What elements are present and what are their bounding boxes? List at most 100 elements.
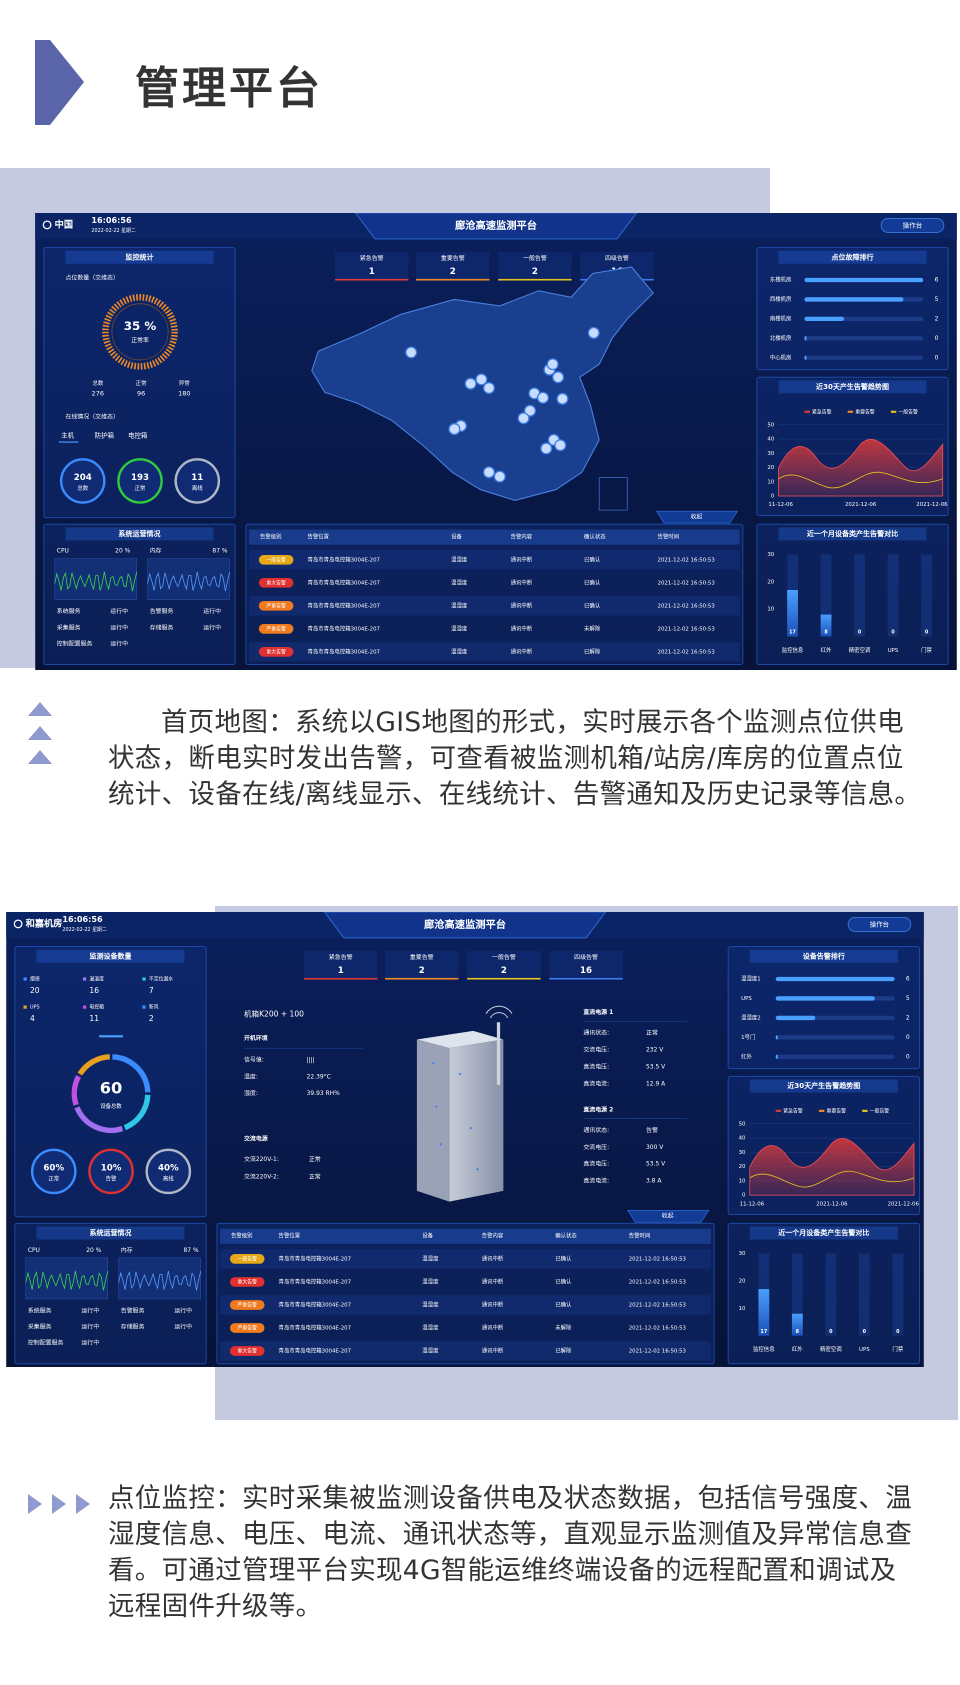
rank-track — [804, 355, 924, 360]
table-cell: 青岛市青岛电控箱3004E-207 — [307, 624, 379, 632]
signal-waves — [485, 1005, 513, 1019]
label: 存储服务 — [121, 1323, 145, 1331]
table-cell: 2021-12-02 16:50:53 — [658, 557, 715, 563]
stat-circle — [88, 1148, 134, 1195]
mini-chart-line — [25, 1270, 109, 1291]
mini-chart-bg — [147, 558, 230, 600]
label: 告警服务 — [121, 1306, 145, 1314]
stat-value: 204 — [74, 473, 92, 483]
table-cell: 未解除 — [584, 624, 601, 632]
alert-box — [416, 251, 490, 280]
table-row-bg — [249, 596, 740, 616]
table-cell: 通讯中断 — [511, 578, 533, 586]
ring — [102, 294, 178, 370]
bar-value: 8 — [824, 630, 828, 636]
x-tick-label: 2021-12-06 — [845, 502, 877, 508]
bar-value: 17 — [760, 1329, 767, 1335]
label: 运行中 — [81, 1323, 99, 1331]
stat-value: 193 — [131, 473, 149, 483]
alert-label: 重要告警 — [410, 953, 434, 961]
label: 温湿度 — [89, 976, 104, 983]
panel-title: 点位故障排行 — [831, 252, 873, 261]
label: 0 — [935, 335, 939, 342]
table-cell: 通讯中断 — [482, 1254, 504, 1262]
ring-inner — [82, 1065, 140, 1122]
panel — [43, 523, 236, 666]
label: 直流电压: — [583, 1160, 609, 1168]
map-marker — [482, 466, 496, 479]
table-header — [249, 529, 740, 545]
device-dot — [82, 977, 87, 981]
console-label: 操作台 — [870, 919, 889, 928]
label: 北楼机房 — [770, 334, 792, 342]
panel-title: 监测设备数量 — [89, 951, 131, 960]
alert-value: 1 — [369, 267, 375, 277]
mini-chart-line — [118, 1270, 202, 1291]
label: 20 % — [115, 548, 130, 555]
x-tick-label: 红外 — [792, 1345, 803, 1353]
triangle — [28, 702, 52, 716]
table-cell: 青岛市青岛电控箱3004E-207 — [307, 647, 379, 655]
alert-box — [303, 950, 378, 980]
label: 设备总数 — [100, 1102, 122, 1110]
label: 系统服务 — [57, 607, 81, 615]
label: CPU — [57, 548, 69, 555]
panel-title: 设备告警排行 — [803, 951, 845, 960]
label: 温湿度2 — [741, 1013, 761, 1021]
label: 红外 — [741, 1052, 752, 1060]
stat-circle — [117, 458, 163, 504]
panel-title-bar — [749, 1226, 898, 1240]
map-marker — [587, 326, 600, 339]
triangle — [76, 1494, 90, 1514]
device-dot — [142, 1005, 146, 1009]
table-header-cell: 设备 — [422, 1232, 433, 1240]
label: 电控箱 — [89, 1004, 104, 1011]
label: 运行中 — [174, 1306, 192, 1314]
label: 2 — [935, 315, 939, 322]
panel-title: 系统运营情况 — [89, 1228, 131, 1237]
label: 开机环境 — [244, 1034, 268, 1042]
label: 系统服务 — [28, 1306, 52, 1314]
stat-circle — [59, 458, 106, 504]
level-badge — [229, 1346, 265, 1356]
label: 控制配置服务 — [28, 1339, 64, 1347]
x-tick-label: UPS — [888, 648, 899, 654]
cabinet-light — [435, 1105, 438, 1108]
label: 276 — [92, 389, 104, 397]
label: 39.93 RH% — [307, 1090, 340, 1097]
table-header-cell: 告警位置 — [307, 533, 329, 541]
label: 信号值: — [244, 1056, 264, 1064]
alert-underline — [303, 977, 378, 980]
x-tick-label: 11-12-06 — [740, 1201, 765, 1207]
trend-area — [778, 438, 944, 497]
label: 35 % — [124, 319, 157, 333]
y-tick-label: 20 — [739, 1164, 746, 1170]
triangle — [28, 750, 52, 764]
label: 温度: — [244, 1072, 258, 1080]
x-tick-label: 精密空调 — [849, 646, 871, 654]
table-cell: 通讯中断 — [511, 555, 533, 563]
map-marker — [552, 371, 565, 384]
panel — [727, 946, 920, 1070]
table-cell: 2021-12-02 16:50:53 — [658, 603, 715, 609]
map-marker — [556, 392, 569, 405]
bar-track — [887, 554, 899, 637]
device-dot — [23, 1005, 27, 1009]
stat-label: 离线 — [163, 1174, 174, 1182]
label: UPS — [30, 1005, 40, 1011]
table-header-cell: 告警级别 — [260, 533, 282, 541]
alert-value: 2 — [501, 966, 507, 976]
bar-value: 0 — [829, 1329, 833, 1335]
y-tick-label: 10 — [767, 479, 774, 485]
cabinet-side — [449, 1039, 504, 1202]
bar-track — [854, 554, 865, 637]
label: 点位数量（交维态） — [65, 273, 118, 281]
label: 机箱K200 + 100 — [244, 1009, 304, 1019]
label: 0 — [935, 354, 939, 361]
mini-chart-line — [147, 571, 231, 592]
label: 通讯状态: — [583, 1029, 609, 1037]
map-marker — [475, 373, 488, 386]
table-cell: 严重告警 — [238, 1324, 258, 1331]
panel — [756, 523, 949, 666]
ring-segment — [112, 1054, 151, 1093]
